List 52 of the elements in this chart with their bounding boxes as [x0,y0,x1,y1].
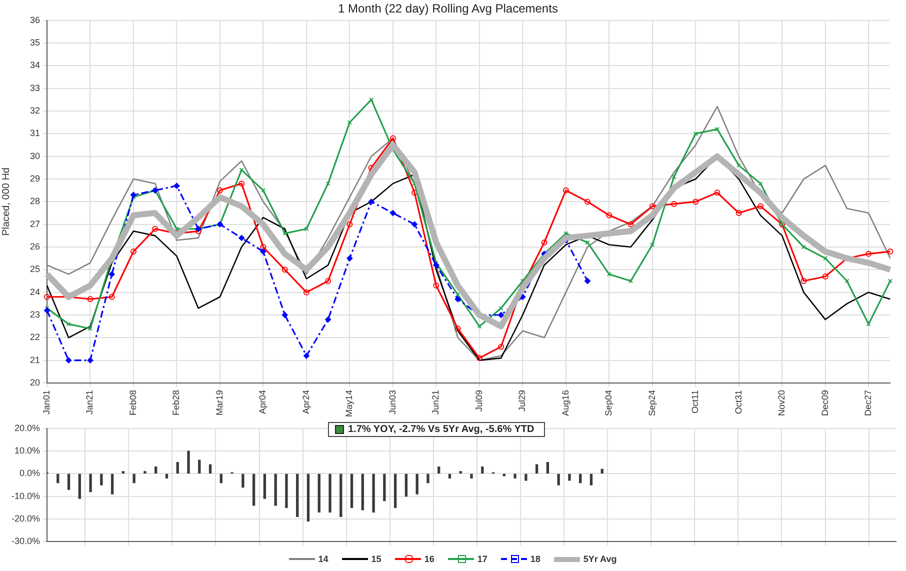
y-tick-label: 25 [30,264,40,274]
y-tick-label: 30 [30,150,40,161]
legend-label: 15 [371,554,382,564]
y-tick-label: -10.0% [11,490,40,501]
x-tick-label: Oct31 [733,390,744,414]
y-tick-label: 27 [30,218,40,229]
legend-label: 17 [477,554,488,564]
x-tick-label: Apr24 [300,390,311,414]
x-tick-label: Apr04 [258,390,268,414]
y-tick-label: 35 [30,38,40,48]
x-tick-label: Jul09 [474,390,484,412]
x-tick-label: Aug16 [560,390,570,416]
y-tick-label: 24 [30,286,40,297]
y-tick-label: -20.0% [11,513,40,524]
annotation: 1.7% YOY, -2.7% Vs 5Yr Avg, -5.6% YTD [348,424,534,435]
x-tick-label: Jan21 [84,390,95,415]
x-tick-label: Dec09 [820,390,830,416]
y-tick-label: 31 [30,128,40,138]
legend-label: 18 [530,554,540,564]
y-tick-label: 23 [30,309,40,320]
y-tick-label: 21 [30,354,40,365]
x-tick-label: Oct11 [690,390,700,414]
y-axis-title: Placed, 000 Hd [0,168,12,236]
y-tick-label: 33 [30,82,40,93]
legend-label: 5Yr Avg [583,554,617,564]
x-tick-label: Feb28 [171,390,182,416]
y-tick-label: 10.0% [14,446,40,456]
x-tick-label: Feb08 [128,390,138,416]
x-tick-label: Nov20 [776,390,787,416]
y-tick-label: 20.0% [14,422,40,433]
y-tick-label: 36 [30,14,40,25]
x-tick-label: Mar19 [214,390,224,416]
x-tick-label: Jun21 [430,390,441,415]
x-tick-label: Dec27 [863,390,874,416]
y-tick-label: -30.0% [11,536,40,546]
chart-title: 1 Month (22 day) Rolling Avg Placements [338,2,558,16]
x-tick-label: Sep24 [646,390,657,416]
y-tick-label: 26 [30,242,40,252]
y-tick-label: 28 [30,196,40,206]
legend-label: 14 [318,554,328,564]
x-tick-label: May14 [344,390,354,417]
x-tick-label: Jul29 [517,390,528,412]
x-tick-label: Sep04 [604,390,614,416]
y-tick-label: 32 [30,106,40,116]
y-tick-label: 29 [30,174,40,184]
y-tick-label: 22 [30,332,40,342]
y-tick-label: 0.0% [19,468,40,478]
y-tick-label: 34 [30,60,40,70]
x-tick-label: Jun03 [387,390,398,415]
y-tick-label: 20 [30,377,40,388]
x-tick-label: Jan01 [41,390,52,415]
legend-label: 16 [424,554,434,564]
